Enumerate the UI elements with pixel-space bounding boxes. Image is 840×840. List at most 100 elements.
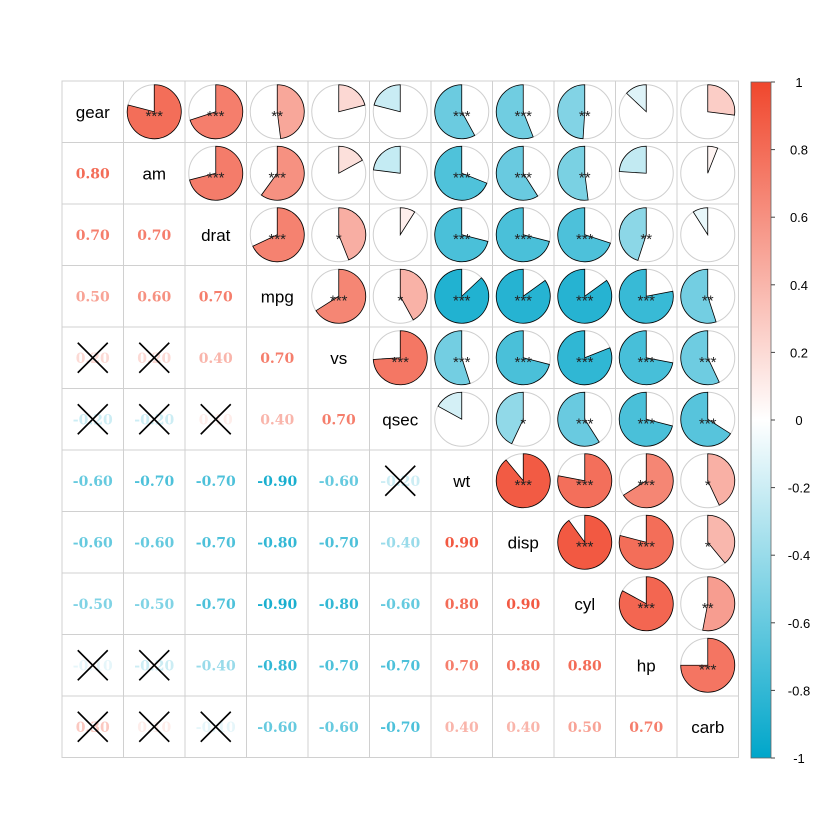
- pie-slice: [338, 145, 363, 174]
- coefficient-label: 0.80: [76, 166, 110, 182]
- significance-stars: ***: [268, 231, 286, 248]
- coefficient-label: -0.40: [196, 658, 236, 674]
- insignificant-cross: [384, 465, 416, 497]
- grid-cell: [61, 449, 124, 512]
- pie-slice: [373, 84, 401, 113]
- significance-stars: **: [640, 231, 652, 248]
- grid-cell: [184, 203, 247, 266]
- insignificant-cross: [77, 711, 109, 743]
- pie-slice: [399, 207, 416, 237]
- insignificant-cross: [138, 342, 170, 374]
- coefficient-label: 0.70: [445, 658, 479, 674]
- coefficient-label: -0.50: [134, 597, 174, 613]
- coefficient-label: -0.70: [196, 597, 236, 613]
- pie-slice: [707, 84, 736, 116]
- coefficient-label: -0.60: [319, 720, 359, 736]
- significance-stars: *: [520, 415, 526, 432]
- pie-slice: [680, 391, 732, 447]
- pie-slice: [338, 84, 366, 113]
- significance-stars: ***: [576, 477, 594, 494]
- grid-cell: [492, 695, 555, 758]
- variable-label: carb: [691, 718, 724, 737]
- coefficient-label: 0.70: [260, 351, 294, 367]
- pie-slice: [372, 330, 428, 386]
- significance-stars: ***: [637, 415, 655, 432]
- pie-slice: [495, 391, 524, 445]
- colorbar-gradient: [750, 81, 772, 759]
- coefficient-label: -0.80: [319, 597, 359, 613]
- significance-stars: ***: [207, 169, 225, 186]
- coefficient-label: 0.50: [568, 720, 602, 736]
- significance-stars: ***: [637, 292, 655, 309]
- grid-cell: [615, 695, 678, 758]
- colorbar-tick-label: 1: [795, 75, 802, 90]
- pie-slice: [338, 207, 367, 261]
- grid-cell: [61, 142, 124, 205]
- pie-slice: [557, 268, 613, 324]
- coefficient-label: 0.70: [629, 720, 663, 736]
- insignificant-cross: [200, 403, 232, 435]
- insignificant-cross: [138, 711, 170, 743]
- pie-slice: [618, 330, 674, 386]
- significance-stars: ***: [330, 292, 348, 309]
- coefficient-label: 0.40: [506, 720, 540, 736]
- pie-slice: [399, 268, 428, 321]
- coefficient-label: -0.70: [380, 720, 420, 736]
- significance-stars: ***: [699, 354, 717, 371]
- significance-stars: ***: [453, 231, 471, 248]
- grid-cell: [61, 80, 124, 143]
- colorbar-tick-label: -0.8: [788, 683, 810, 698]
- significance-stars: ***: [576, 292, 594, 309]
- pie-slice: [557, 145, 589, 201]
- variable-label: mpg: [261, 287, 294, 306]
- grid-cell: [246, 449, 309, 512]
- grid-cell: [307, 511, 370, 574]
- significance-stars: ***: [637, 600, 655, 617]
- insignificant-cross: [77, 649, 109, 681]
- grid-cell: [369, 388, 432, 451]
- variable-label: am: [142, 164, 166, 183]
- coefficient-label: -0.70: [319, 535, 359, 551]
- pie-slice: [315, 268, 367, 324]
- grid-cell: [369, 511, 432, 574]
- grid-cell: [61, 511, 124, 574]
- coefficient-label: 0.80: [506, 658, 540, 674]
- coefficient-label: -0.60: [380, 597, 420, 613]
- coefficient-label: -0.60: [73, 535, 113, 551]
- grid-cell: [492, 572, 555, 635]
- grid-cell: [184, 634, 247, 697]
- grid-cell: [184, 265, 247, 328]
- pie-slice: [618, 514, 674, 570]
- variable-label: qsec: [382, 410, 418, 429]
- coefficient-label: -0.90: [257, 597, 297, 613]
- pie-slice: [707, 145, 719, 174]
- grid-cell: [184, 449, 247, 512]
- significance-stars: *: [336, 231, 342, 248]
- coefficient-label: -0.60: [257, 720, 297, 736]
- pie-slice: [626, 84, 647, 113]
- pie-slice: [702, 576, 736, 632]
- pie-slice: [618, 207, 647, 261]
- pie-slice: [495, 330, 550, 386]
- variable-label: disp: [508, 533, 539, 552]
- significance-stars: ***: [207, 108, 225, 125]
- grid-cell: [369, 695, 432, 758]
- grid-cell: [307, 326, 370, 389]
- pie-slice: [622, 453, 674, 509]
- pie-slice: [557, 453, 613, 509]
- significance-stars: ***: [514, 477, 532, 494]
- significance-stars: ***: [514, 292, 532, 309]
- grid-cell: [61, 572, 124, 635]
- coefficient-label: 0.80: [568, 658, 602, 674]
- variable-label: gear: [76, 103, 110, 122]
- pie-slice: [618, 576, 674, 632]
- pie-slice: [557, 514, 613, 570]
- grid-cell: [123, 511, 186, 574]
- significance-stars: ***: [699, 415, 717, 432]
- grid-cell: [246, 511, 309, 574]
- significance-stars: ***: [453, 354, 471, 371]
- colorbar-tick-label: 0.8: [790, 143, 808, 158]
- pie-slice: [189, 84, 244, 140]
- coefficient-label: -0.60: [134, 535, 174, 551]
